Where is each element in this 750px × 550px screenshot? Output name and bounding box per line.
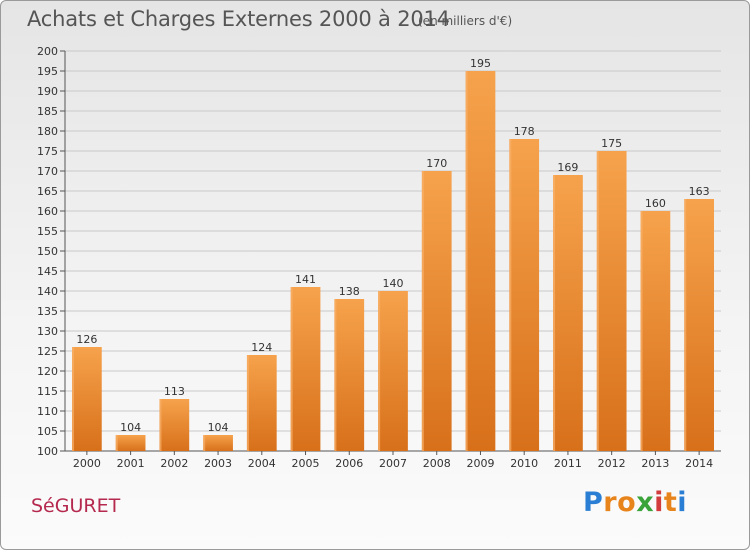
x-tick-label: 2004 [248, 457, 276, 470]
value-label: 113 [164, 385, 185, 398]
bar [378, 291, 408, 451]
x-tick-label: 2009 [466, 457, 494, 470]
bar [684, 199, 715, 451]
value-label: 140 [383, 277, 404, 290]
value-label: 195 [470, 57, 491, 70]
y-tick-label: 170 [37, 165, 58, 178]
x-tick-label: 2005 [292, 457, 320, 470]
y-tick-label: 155 [37, 225, 58, 238]
y-tick-label: 120 [37, 365, 58, 378]
bar-highlight [246, 355, 249, 451]
x-tick-label: 2014 [685, 457, 713, 470]
value-label: 141 [295, 273, 316, 286]
bar-highlight [290, 287, 293, 451]
logo-letter: o [617, 487, 637, 518]
x-tick-label: 2002 [160, 457, 188, 470]
x-tick-label: 2001 [117, 457, 145, 470]
bar-highlight [334, 299, 337, 451]
city-name: SéGURET [31, 495, 121, 517]
x-tick-label: 2013 [641, 457, 669, 470]
y-tick-label: 140 [37, 285, 58, 298]
x-tick-label: 2008 [423, 457, 451, 470]
y-tick-label: 150 [37, 245, 58, 258]
value-label: 170 [426, 157, 447, 170]
y-tick-label: 185 [37, 105, 58, 118]
chart-subtitle: (en milliers d'€) [418, 14, 513, 28]
bar-highlight [203, 435, 206, 451]
value-label: 126 [76, 333, 97, 346]
y-tick-label: 160 [37, 205, 58, 218]
y-tick-label: 130 [37, 325, 58, 338]
y-tick-label: 180 [37, 125, 58, 138]
bars [71, 71, 715, 451]
bar-highlight [596, 151, 599, 451]
bar [553, 175, 583, 451]
logo-letter: i [654, 487, 664, 518]
value-labels: 126 104 113 104 124 141 138 140 170 195 178 169 175 1… [76, 57, 709, 434]
y-tick-label: 135 [37, 305, 58, 318]
logo-letter: r [603, 487, 618, 518]
bar [509, 139, 540, 451]
bar-highlight [465, 71, 468, 451]
bar [421, 171, 452, 451]
y-tick-label: 165 [37, 185, 58, 198]
bar [115, 435, 146, 451]
value-label: 163 [689, 185, 710, 198]
y-tick-label: 195 [37, 65, 58, 78]
bar-highlight [421, 171, 424, 451]
bar [203, 435, 233, 451]
y-tick-label: 200 [37, 45, 58, 58]
bar [465, 71, 496, 451]
y-tick-label: 175 [37, 145, 58, 158]
y-tick-label: 105 [37, 425, 58, 438]
bar [334, 299, 365, 451]
value-label: 124 [251, 341, 272, 354]
bar-highlight [509, 139, 512, 451]
x-tick-label: 2011 [554, 457, 582, 470]
x-tick-label: 2007 [379, 457, 407, 470]
logo-letter: i [677, 487, 688, 518]
bar [246, 355, 277, 451]
x-tick-label: 2012 [598, 457, 626, 470]
bar-highlight [553, 175, 556, 451]
value-label: 160 [645, 197, 666, 210]
value-label: 138 [339, 285, 360, 298]
bar-highlight [684, 199, 687, 451]
x-tick-label: 2010 [510, 457, 538, 470]
value-label: 178 [514, 125, 535, 138]
bar [640, 211, 671, 451]
chart-title: Achats et Charges Externes 2000 à 2014 [27, 7, 450, 31]
y-tick-label: 110 [37, 405, 58, 418]
y-tick-label: 145 [37, 265, 58, 278]
y-tick-label: 115 [37, 385, 58, 398]
bar [596, 151, 627, 451]
logo-letter: P [583, 487, 604, 518]
y-tick-label: 100 [37, 445, 58, 458]
x-tick-label: 2006 [335, 457, 363, 470]
proxiti-logo: Proxiti [583, 487, 687, 518]
bar-highlight [378, 291, 381, 451]
bar-highlight [159, 399, 162, 451]
value-label: 104 [120, 421, 141, 434]
x-tick-label: 2000 [73, 457, 101, 470]
value-label: 104 [208, 421, 229, 434]
bar-highlight [71, 347, 74, 451]
bar [290, 287, 321, 451]
bar [71, 347, 102, 451]
y-tick-label: 125 [37, 345, 58, 358]
bar-highlight [115, 435, 118, 451]
x-tick-label: 2003 [204, 457, 232, 470]
bar-highlight [640, 211, 643, 451]
value-label: 169 [557, 161, 578, 174]
logo-letter: x [636, 487, 655, 518]
logo-letter: t [663, 487, 678, 518]
value-label: 175 [601, 137, 622, 150]
bar [159, 399, 190, 451]
y-tick-label: 190 [37, 85, 58, 98]
